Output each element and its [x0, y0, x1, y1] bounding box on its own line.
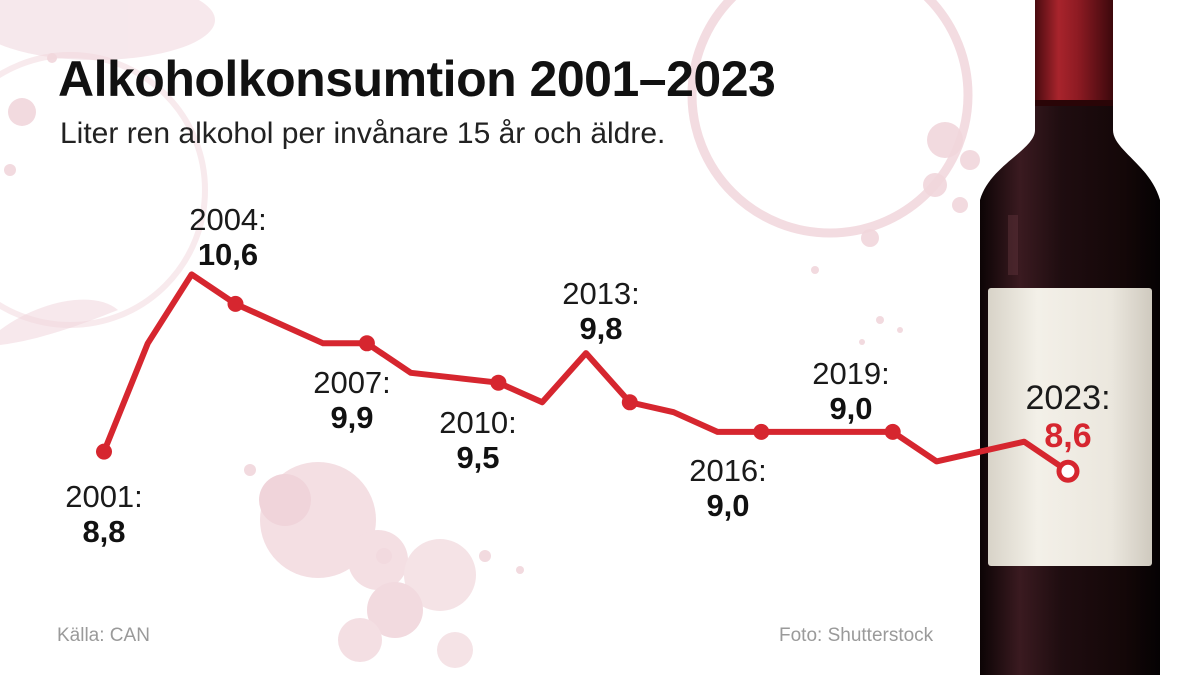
- data-label-2004: 2004: 10,6: [189, 202, 267, 272]
- data-label-value: 9,0: [829, 390, 873, 426]
- data-label-year: 2019:: [812, 356, 890, 391]
- data-point-2004: [227, 295, 244, 312]
- data-label-year: 2023:: [1025, 379, 1111, 417]
- data-label-value: 10,6: [197, 236, 259, 272]
- data-label-2013: 2013: 9,8: [562, 276, 640, 346]
- data-point-2016: [753, 423, 770, 440]
- data-label-year: 2010:: [439, 405, 517, 440]
- data-label-2001: 2001: 8,8: [65, 479, 143, 549]
- data-label-2016: 2016: 9,0: [689, 453, 767, 523]
- wine-stains: [0, 0, 980, 668]
- chart-title: Alkoholkonsumtion 2001–2023: [58, 51, 776, 107]
- data-label-2019: 2019: 9,0: [812, 356, 890, 426]
- data-label-value: 9,8: [579, 310, 623, 346]
- data-label-value: 9,0: [706, 487, 750, 523]
- data-point-2019: [884, 423, 901, 440]
- data-label-year: 2004:: [189, 202, 267, 237]
- data-label-2023: 2023: 8,6: [1025, 379, 1110, 455]
- data-point-2023: [1056, 459, 1080, 483]
- data-point-2001: [96, 443, 112, 460]
- data-label-value: 9,9: [330, 399, 374, 435]
- data-label-value: 8,8: [82, 513, 126, 549]
- data-label-2010: 2010: 9,5: [439, 405, 517, 475]
- data-label-year: 2007:: [313, 365, 391, 400]
- wine-bottle: [980, 0, 1160, 675]
- data-point-2010: [490, 374, 507, 391]
- photo-credit: Foto: Shutterstock: [779, 625, 934, 646]
- data-point-2013: [621, 394, 638, 411]
- data-label-value: 8,6: [1044, 417, 1092, 456]
- data-label-year: 2001:: [65, 479, 143, 514]
- data-label-year: 2016:: [689, 453, 767, 488]
- wine-glass-rings: [0, 0, 973, 328]
- data-label-2007: 2007: 9,9: [313, 365, 391, 435]
- source-credit: Källa: CAN: [57, 625, 150, 646]
- series-line: [101, 271, 1071, 475]
- chart-subtitle: Liter ren alkohol per invånare 15 år och…: [60, 117, 666, 150]
- data-label-year: 2013:: [562, 276, 640, 311]
- data-label-value: 9,5: [456, 439, 500, 475]
- data-point-2007: [358, 335, 375, 352]
